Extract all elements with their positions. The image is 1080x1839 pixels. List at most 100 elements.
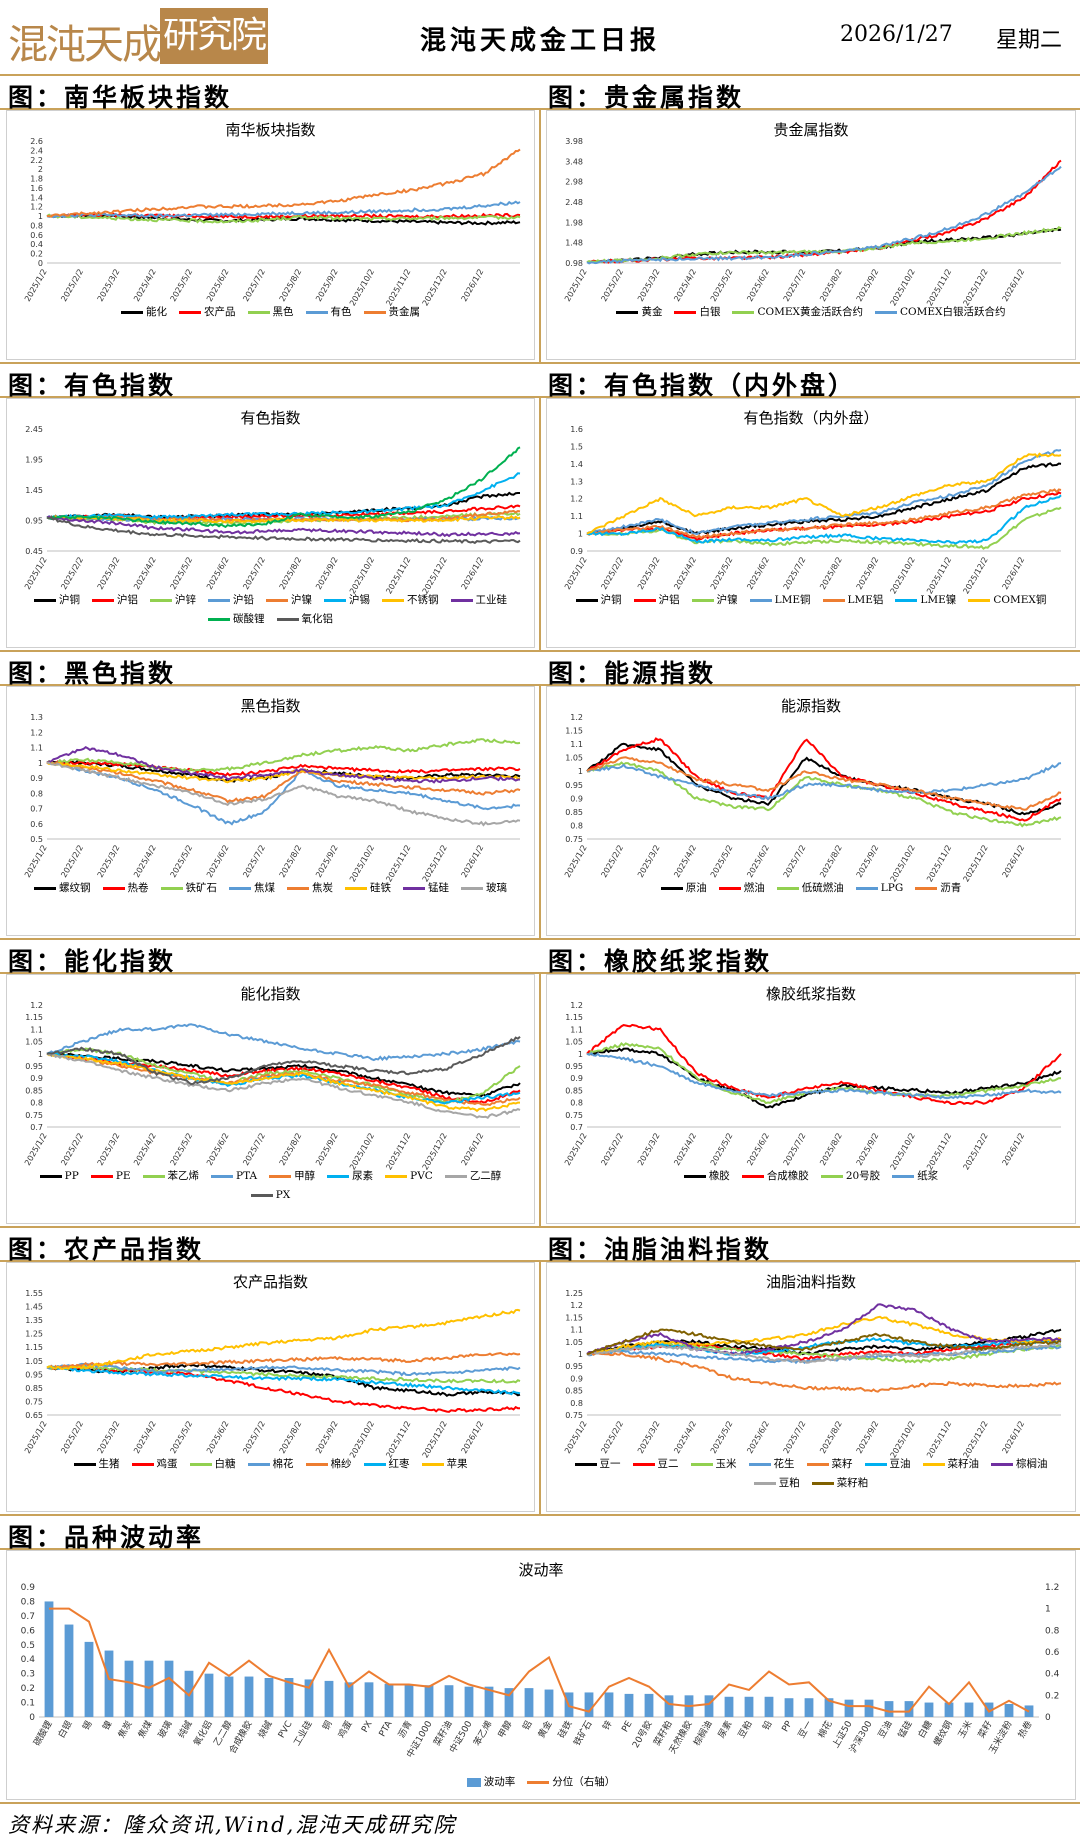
chart-title: 油脂油料指数	[765, 1273, 856, 1291]
x-tick-label: 2025/10/2	[348, 1420, 376, 1460]
x-tick-label: 2025/9/2	[314, 1420, 340, 1456]
y-tick-label: 2.4	[30, 146, 43, 155]
legend-swatch	[674, 310, 697, 314]
legend-item: 花生	[748, 1455, 795, 1474]
section-title: 图：品种波动率	[8, 1523, 205, 1552]
chart-panel-precious-metals: 贵金属指数 0.98 1.48 1.98 2.48 2.98 3.48 3.98 2025/1…	[546, 110, 1076, 360]
chart-panel-rubber-pulp: 橡胶纸浆指数 0.7 0.75 0.8 0.85 0.9 0.95 1 1.05 1.1 1.15…	[546, 974, 1076, 1224]
legend-label: 豆二	[657, 1458, 679, 1470]
x-tick-label: 2025/7/2	[241, 844, 267, 880]
series-line	[586, 165, 1062, 265]
y-tick-label: 1.25	[565, 1289, 583, 1298]
legend-swatch	[968, 598, 991, 602]
y-tick-label: 0.85	[565, 1086, 583, 1095]
legend-item: LPG	[855, 879, 903, 898]
legend-label: COMEX白银活跃合约	[900, 306, 1006, 318]
x-tick-label: 2025/1/2	[23, 556, 49, 592]
x-tick-label: 2025/7/2	[782, 556, 808, 592]
x-tick-label: 2025/11/2	[384, 1132, 412, 1172]
legend-label: 豆一	[599, 1458, 621, 1470]
category-label: 豆一	[796, 1719, 815, 1740]
legend-label: 黑色	[272, 306, 294, 318]
legend-swatch	[421, 1462, 444, 1466]
legend-item: 工业硅	[450, 591, 507, 610]
y-tick-label: 1.3	[570, 477, 583, 486]
volatility-bar	[844, 1699, 854, 1717]
y-tick-label: 1.2	[30, 728, 43, 737]
legend-label: LME铝	[847, 594, 884, 606]
legend-label: 不锈钢	[407, 594, 439, 606]
legend-swatch	[991, 1462, 1013, 1466]
chart-legend: 能化 农产品 黑色 有色 贵金属	[7, 303, 534, 322]
chart-panel-nonferrous: 有色指数 0.45 0.95 1.45 1.95 2.45 2025/1/2 2025/2/…	[6, 398, 535, 648]
volatility-bar	[804, 1698, 814, 1717]
x-tick-label: 2026/1/2	[1001, 268, 1027, 304]
legend-item: 玉米	[690, 1455, 737, 1474]
section-title: 图：橡胶纸浆指数	[548, 947, 773, 976]
column-divider	[539, 1260, 541, 1514]
legend-label: 尿素	[352, 1170, 374, 1182]
legend-item: 碳酸锂	[208, 610, 265, 629]
legend-label: 甲醇	[294, 1170, 316, 1182]
category-label: 镍	[100, 1719, 115, 1733]
x-tick-label: 2025/10/2	[889, 1420, 917, 1460]
legend-item: 甲醇	[269, 1167, 315, 1186]
source-text: 资料来源：隆众资讯,Wind,混沌天成研究院	[8, 1813, 457, 1837]
series-line	[586, 1041, 1062, 1105]
series-line	[46, 472, 521, 520]
chart-panel-ferrous: 黑色指数 0.5 0.6 0.7 0.8 0.9 1 1.1 1.2 1.3 2025/1/2 20…	[6, 686, 535, 936]
x-tick-label: 2025/4/2	[672, 268, 698, 304]
y-tick-label: 0.75	[565, 1111, 583, 1120]
category-label: 锌	[600, 1719, 615, 1733]
x-tick-label: 2026/1/2	[460, 556, 486, 592]
y-tick-label: 0.8	[30, 1099, 43, 1108]
volatility-bar	[604, 1692, 614, 1717]
series-line	[586, 1315, 1062, 1355]
x-tick-label: 2025/2/2	[599, 1132, 625, 1168]
section-title: 图：有色指数（内外盘）	[548, 371, 857, 400]
legend-item: LME铜	[749, 591, 811, 610]
legend-swatch	[305, 310, 328, 314]
column-divider	[539, 684, 541, 938]
category-label: 白银	[55, 1719, 74, 1741]
legend-label: COMEX铜	[993, 594, 1047, 606]
legend-label: 菜籽粕	[836, 1477, 869, 1489]
y-tick-label: 0.9	[30, 774, 43, 783]
legend-label: 沥青	[940, 882, 962, 894]
x-tick-label: 2025/3/2	[96, 1420, 122, 1456]
x-tick-label: 2026/1/2	[1001, 844, 1027, 880]
series-line	[586, 1047, 1062, 1109]
y-tick-label: 1.48	[565, 239, 583, 248]
legend-label: PP	[64, 1170, 79, 1182]
y-tick-label: 1.1	[570, 1326, 583, 1335]
y-tick-label-left: 0.7	[21, 1612, 35, 1622]
chart-panel-energy: 能源指数 0.75 0.8 0.85 0.9 0.95 1 1.05 1.1 1.15 1.2 20…	[546, 686, 1076, 936]
section-title: 图：南华板块指数	[8, 83, 233, 112]
legend-swatch	[690, 1462, 713, 1466]
legend-label: 白糖	[214, 1458, 236, 1470]
legend-label: 焦煤	[254, 882, 275, 894]
legend-item: 豆粕	[753, 1474, 800, 1493]
x-tick-label: 2025/8/2	[818, 1420, 844, 1456]
series-line	[46, 738, 521, 773]
legend-label: 生猪	[98, 1458, 120, 1470]
legend-item: LME铝	[822, 591, 884, 610]
category-label: 焦煤	[135, 1719, 154, 1741]
legend-label: 苯乙烯	[167, 1170, 200, 1182]
y-tick-label: 1.95	[25, 456, 43, 465]
y-tick-label: 1	[578, 767, 583, 776]
y-tick-label: 2	[38, 165, 43, 174]
y-tick-label: 0.95	[565, 1362, 583, 1371]
y-tick-label: 1.5	[570, 442, 583, 451]
x-tick-label: 2025/12/2	[421, 268, 449, 308]
legend-swatch	[179, 310, 201, 314]
x-tick-label: 2025/6/2	[745, 556, 771, 592]
x-tick-label: 2025/7/2	[782, 1420, 808, 1456]
legend-label: 菜籽油	[947, 1458, 980, 1470]
y-tick-label: 0.85	[25, 1384, 43, 1393]
report-header: 混沌天成 研究院 混沌天成金工日报 2026/1/27 星期二	[0, 0, 1080, 76]
legend-label: PE	[115, 1170, 131, 1182]
legend-swatch	[276, 617, 299, 621]
y-tick-label: 0.8	[30, 221, 43, 230]
category-label: PP	[781, 1719, 795, 1734]
